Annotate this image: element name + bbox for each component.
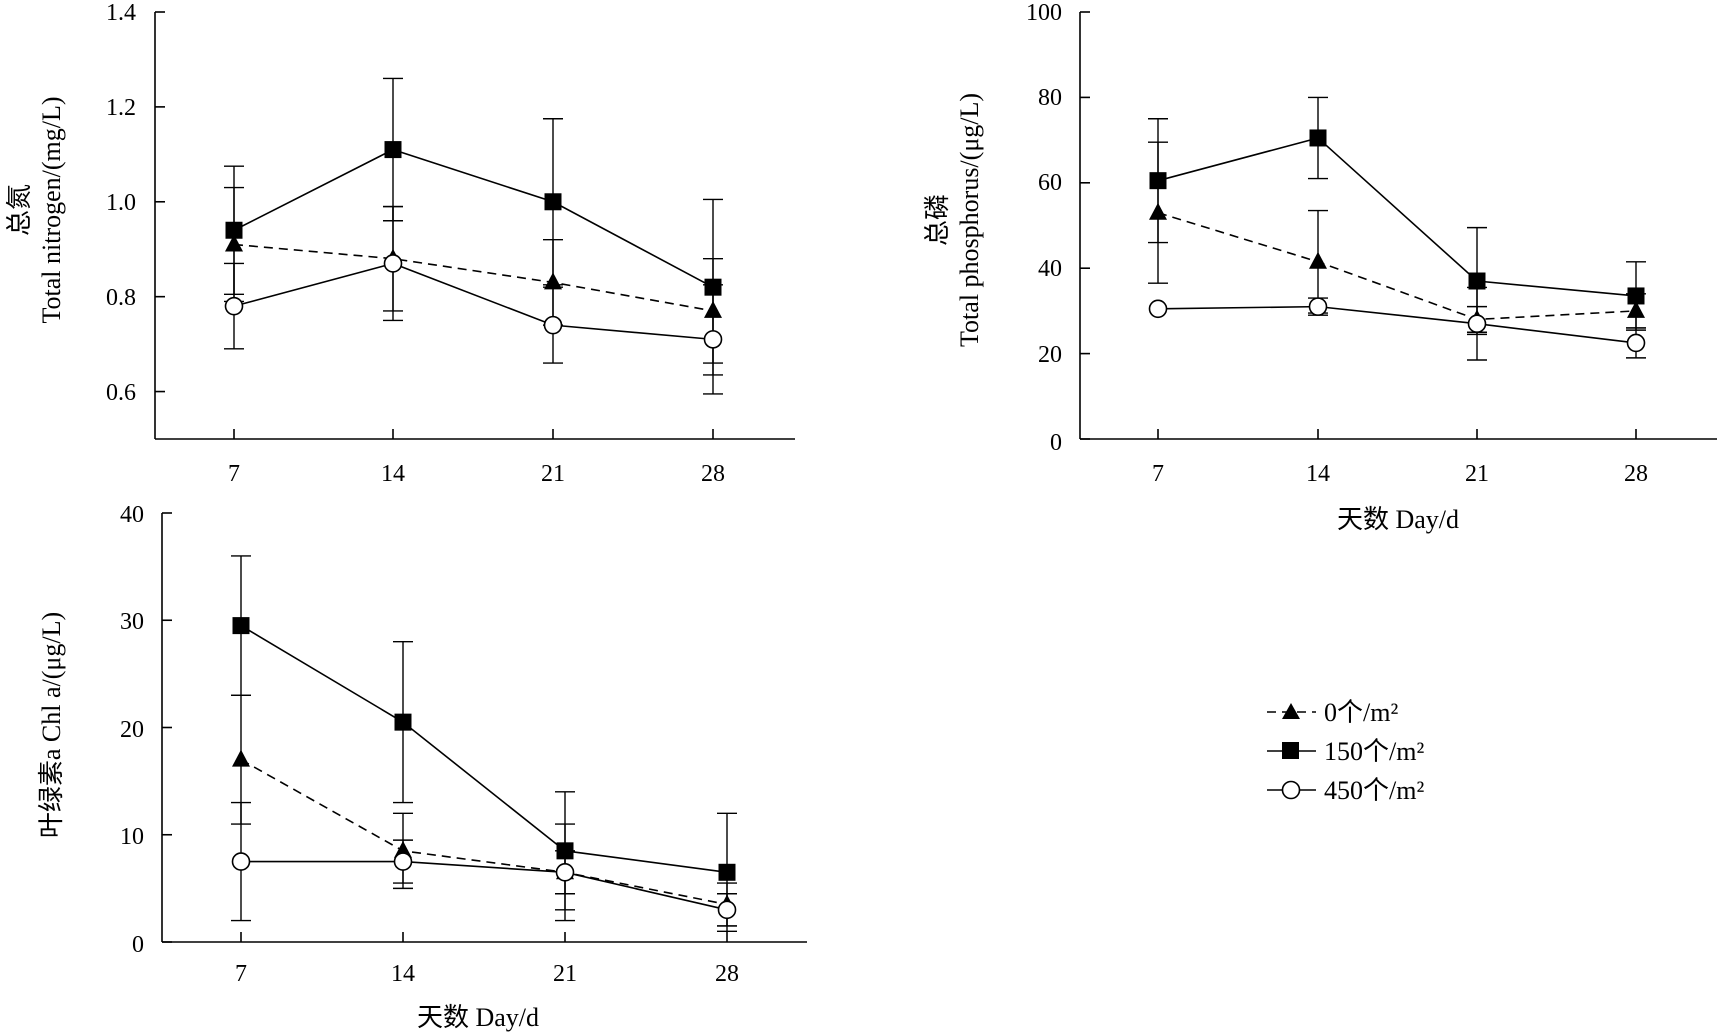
- series-line-s450: [241, 860, 728, 911]
- data-point-circle: [703, 330, 723, 349]
- series-line-s150: [1157, 137, 1637, 297]
- plot-area-total-phosphorus: [1079, 11, 1717, 440]
- ytick-label: 1.4: [106, 0, 136, 26]
- series-line-s0: [1157, 211, 1637, 321]
- data-point-circle: [1308, 297, 1328, 316]
- data-point-circle: [555, 862, 575, 882]
- data-point-square: [1309, 129, 1327, 147]
- legend-marker-triangle: [1282, 703, 1300, 719]
- series-line-s0: [233, 243, 714, 312]
- data-point-circle: [393, 852, 413, 871]
- xlabel-total-phosphorus: 天数 Day/d: [1337, 505, 1459, 534]
- legend-entry-2: 450个/m²: [1267, 776, 1424, 805]
- legend-label-0: 0个/m²: [1324, 698, 1398, 727]
- data-point-triangle: [232, 749, 250, 767]
- legend-entry-0: 0个/m²: [1267, 698, 1398, 727]
- xlabel-chlorophyll-a: 天数 Day/d: [417, 1003, 539, 1032]
- data-point-square: [1468, 272, 1486, 290]
- xtick-label: 28: [715, 961, 739, 987]
- legend-label-2: 450个/m²: [1324, 776, 1424, 805]
- xtick-label: 21: [541, 461, 565, 487]
- data-point-circle: [1467, 314, 1487, 334]
- ylabel-total-nitrogen: Total nitrogen/(mg/L): [37, 96, 66, 323]
- series-line-s450: [233, 262, 714, 341]
- ylabel-total-phosphorus: Total phosphorus/(μg/L): [955, 93, 984, 347]
- xtick-label: 7: [1152, 461, 1164, 487]
- ytick-label: 30: [120, 609, 144, 635]
- ytick-label: 0.6: [106, 380, 136, 406]
- data-point-triangle: [1149, 202, 1167, 220]
- data-point-square: [718, 863, 736, 881]
- series-line-s0: [240, 758, 728, 906]
- xtick-label: 14: [1306, 461, 1330, 487]
- plot-area-chlorophyll-a: [161, 512, 807, 943]
- data-point-square: [394, 713, 412, 731]
- ylabel-chlorophyll-a: 叶绿素a Chl a/(μg/L): [37, 612, 66, 838]
- chart-total-phosphorus: 总磷 Total phosphorus/(μg/L) 0 20 40 60 80…: [923, 0, 1717, 534]
- legend-marker-square: [1282, 742, 1299, 759]
- chart-chlorophyll-a: 叶绿素a Chl a/(μg/L) 0 10 20 30 40 7 14 21 …: [37, 502, 807, 1032]
- data-point-square: [704, 278, 722, 296]
- data-point-square: [544, 193, 562, 211]
- ytick-label: 1.2: [106, 95, 136, 121]
- data-point-square: [232, 617, 250, 635]
- data-point-triangle: [704, 300, 722, 318]
- ytick-label: 0: [132, 932, 144, 958]
- data-point-circle: [224, 296, 244, 316]
- ytick-label: 1.0: [106, 190, 136, 216]
- data-point-square: [225, 221, 243, 239]
- ytick-label: 0.8: [106, 285, 136, 311]
- chart-total-nitrogen: 总氮 Total nitrogen/(mg/L) 0.6 0.8 1.0 1.2…: [5, 0, 795, 487]
- data-point-circle: [231, 852, 251, 871]
- xtick-label: 14: [391, 961, 415, 987]
- data-point-square: [384, 141, 402, 159]
- ytick-label: 80: [1038, 85, 1062, 111]
- ytick-label: 40: [120, 502, 144, 528]
- legend: 0个/m² 150个/m² 450个/m²: [1267, 698, 1424, 805]
- legend-entry-1: 150个/m²: [1267, 737, 1424, 766]
- series-line-s150: [240, 624, 728, 874]
- data-point-triangle: [1309, 251, 1327, 269]
- ylabel-cn-total-nitrogen: 总氮: [5, 184, 34, 236]
- legend-label-1: 150个/m²: [1324, 737, 1424, 766]
- data-point-circle: [717, 900, 737, 920]
- ylabel-cn-total-phosphorus: 总磷: [923, 194, 952, 246]
- series-line-s150: [233, 148, 714, 288]
- data-point-circle: [1148, 299, 1168, 319]
- data-point-circle: [543, 315, 563, 335]
- ytick-label: 100: [1026, 0, 1062, 26]
- ytick-label: 60: [1038, 170, 1062, 196]
- data-point-square: [1627, 287, 1645, 305]
- data-point-square: [556, 842, 574, 860]
- ytick-label: 20: [1038, 342, 1062, 368]
- data-point-circle: [1626, 333, 1646, 353]
- plot-area-total-nitrogen: [154, 11, 795, 440]
- xtick-label: 28: [701, 461, 725, 487]
- data-point-triangle: [544, 272, 562, 290]
- ytick-label: 40: [1038, 256, 1062, 282]
- legend-marker-circle: [1281, 780, 1301, 800]
- series-line-s450: [1157, 305, 1637, 344]
- xtick-label: 21: [1465, 461, 1489, 487]
- ytick-label: 20: [120, 717, 144, 743]
- data-point-triangle: [1627, 300, 1645, 318]
- data-point-triangle: [225, 234, 243, 252]
- xtick-label: 28: [1624, 461, 1648, 487]
- xtick-label: 7: [235, 961, 247, 987]
- xtick-label: 21: [553, 961, 577, 987]
- data-point-circle: [383, 254, 403, 273]
- xtick-label: 7: [228, 461, 240, 487]
- ytick-label: 10: [120, 824, 144, 850]
- xtick-label: 14: [381, 461, 405, 487]
- data-point-square: [1149, 172, 1167, 190]
- ytick-label: 0: [1050, 430, 1062, 456]
